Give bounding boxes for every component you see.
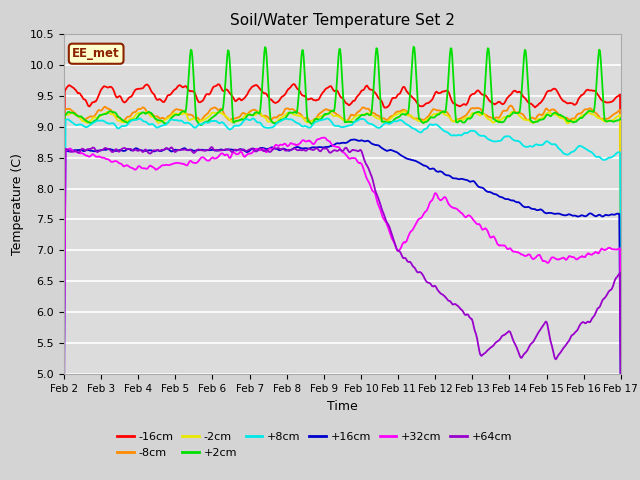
-2cm <box>401 108 408 114</box>
-8cm <box>334 112 342 118</box>
-16cm <box>617 288 625 294</box>
+8cm <box>136 116 143 121</box>
-8cm <box>182 111 190 117</box>
-2cm <box>617 301 625 307</box>
Line: +16cm: +16cm <box>64 140 621 402</box>
+32cm <box>182 162 190 168</box>
+2cm <box>206 117 214 122</box>
+64cm <box>182 147 190 153</box>
+64cm <box>617 407 625 412</box>
+8cm <box>207 118 215 124</box>
+16cm <box>389 148 397 154</box>
+8cm <box>444 130 451 135</box>
+32cm <box>335 144 342 150</box>
Title: Soil/Water Temperature Set 2: Soil/Water Temperature Set 2 <box>230 13 455 28</box>
+8cm <box>617 283 625 288</box>
+8cm <box>389 119 397 125</box>
+32cm <box>389 237 397 243</box>
+32cm <box>444 199 451 204</box>
+16cm <box>349 137 357 143</box>
-8cm <box>206 107 214 113</box>
+2cm <box>617 116 625 121</box>
+8cm <box>335 123 342 129</box>
+32cm <box>206 157 214 163</box>
-16cm <box>389 95 397 101</box>
+2cm <box>566 118 574 123</box>
-2cm <box>206 112 214 118</box>
-2cm <box>566 119 574 125</box>
Line: -2cm: -2cm <box>64 111 621 305</box>
Line: -16cm: -16cm <box>64 84 621 291</box>
-16cm <box>290 81 298 87</box>
+2cm <box>334 64 342 70</box>
-16cm <box>60 287 68 292</box>
-16cm <box>182 84 190 89</box>
+32cm <box>617 354 625 360</box>
-16cm <box>206 91 214 96</box>
-2cm <box>444 113 451 119</box>
-8cm <box>507 103 515 108</box>
+16cm <box>617 399 625 405</box>
+64cm <box>208 144 216 150</box>
+64cm <box>566 335 574 340</box>
Y-axis label: Temperature (C): Temperature (C) <box>11 153 24 255</box>
+64cm <box>335 147 342 153</box>
+8cm <box>566 150 574 156</box>
+16cm <box>334 140 342 146</box>
Line: +2cm: +2cm <box>64 47 621 400</box>
+32cm <box>566 254 574 260</box>
-16cm <box>566 100 574 106</box>
-2cm <box>60 302 68 308</box>
Line: +32cm: +32cm <box>64 137 621 417</box>
+2cm <box>388 119 396 125</box>
+16cm <box>206 147 214 153</box>
-8cm <box>388 113 396 119</box>
+2cm <box>410 44 417 49</box>
Line: +64cm: +64cm <box>64 147 621 409</box>
+2cm <box>182 105 190 111</box>
+2cm <box>60 397 68 403</box>
-16cm <box>335 90 342 96</box>
-8cm <box>60 298 68 303</box>
+64cm <box>60 324 68 330</box>
-8cm <box>443 109 451 115</box>
Text: EE_met: EE_met <box>72 47 120 60</box>
+32cm <box>60 414 68 420</box>
-8cm <box>617 298 625 304</box>
+64cm <box>389 234 397 240</box>
+16cm <box>60 360 68 366</box>
-8cm <box>566 117 574 122</box>
+8cm <box>183 120 191 126</box>
X-axis label: Time: Time <box>327 400 358 413</box>
-16cm <box>444 88 451 94</box>
+16cm <box>182 146 190 152</box>
+64cm <box>206 145 214 151</box>
-2cm <box>182 111 190 117</box>
-2cm <box>388 115 396 120</box>
+32cm <box>320 134 328 140</box>
Line: -8cm: -8cm <box>64 106 621 301</box>
-2cm <box>334 113 342 119</box>
Legend: -16cm, -8cm, -2cm, +2cm, +8cm, +16cm, +32cm, +64cm: -16cm, -8cm, -2cm, +2cm, +8cm, +16cm, +3… <box>113 428 516 462</box>
+16cm <box>566 212 574 217</box>
Line: +8cm: +8cm <box>64 119 621 402</box>
+2cm <box>444 88 451 94</box>
+16cm <box>444 172 451 178</box>
+8cm <box>60 399 68 405</box>
+64cm <box>444 297 451 303</box>
